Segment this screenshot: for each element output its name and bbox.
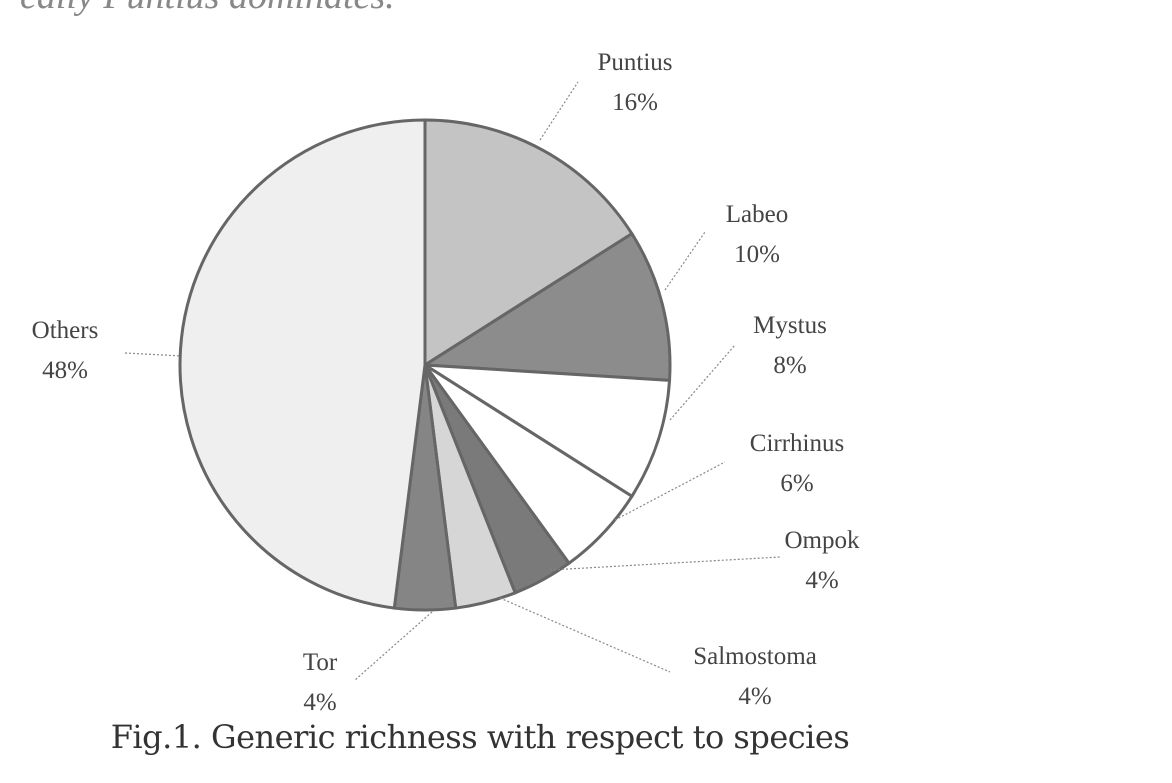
slice-label-puntius: Puntius [597,49,672,76]
pie-slice-puntius [423,118,634,368]
slice-label-labeo: Labeo [726,201,788,228]
slice-percent-labeo: 10% [734,241,780,268]
leader-line-salmostoma [499,597,671,673]
leader-line-puntius [539,81,579,141]
pie-slice-others [178,118,427,610]
slice-label-salmostoma: Salmostoma [693,643,817,670]
slice-percent-cirrhinus: 6% [780,470,813,497]
partial-body-text: cally Puntius dominates. [20,0,395,18]
figure-caption: Fig.1. Generic richness with respect to … [110,718,850,756]
leader-line-mystus [669,344,736,421]
slice-percent-ompok: 4% [805,567,838,594]
slice-label-mystus: Mystus [753,312,827,339]
slice-percent-others: 48% [42,357,88,384]
slice-label-tor: Tor [303,649,338,676]
leader-line-cirrhinus [614,461,726,521]
slice-label-others: Others [32,317,99,344]
pie-slice-labeo [420,231,672,382]
slice-label-cirrhinus: Cirrhinus [750,430,844,457]
leader-line-tor [354,611,433,681]
leader-line-others [124,352,183,357]
slice-percent-salmostoma: 4% [738,683,771,710]
slice-percent-puntius: 16% [612,89,658,116]
slice-percent-mystus: 8% [773,352,806,379]
slice-label-ompok: Ompok [785,527,861,554]
slice-percent-tor: 4% [303,689,336,716]
pie-slice-mystus [424,363,672,499]
leader-line-ompok [549,556,781,571]
leader-line-labeo [664,231,706,291]
